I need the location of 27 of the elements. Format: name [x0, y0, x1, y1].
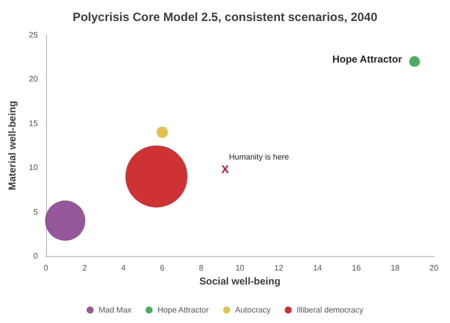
chart-title: Polycrisis Core Model 2.5, consistent scenarios, 2040	[72, 10, 378, 24]
legend-label: Hope Attractor	[158, 306, 209, 314]
y-axis-title: Material well-being	[8, 100, 18, 190]
x-tick-label: 12	[274, 264, 284, 272]
x-tick-label: 0	[44, 264, 49, 272]
annotation: Humanity is here	[228, 152, 290, 162]
y-tick-label: 15	[28, 118, 38, 128]
x-axis-title: Social well-being	[199, 276, 280, 288]
x-tick-label: 18	[390, 264, 400, 272]
y-tick-label: 20	[28, 74, 38, 84]
x-tick-label: 10	[235, 264, 245, 272]
x-tick-label: 8	[198, 264, 204, 272]
x-tick-label: 4	[121, 264, 126, 272]
x-tick-label: 2	[82, 264, 88, 272]
y-tick-label: 10	[28, 163, 38, 172]
x-tick-label: 6	[160, 264, 166, 272]
y-tick-label: 25	[28, 30, 38, 40]
y-tick-label: 5	[33, 207, 38, 216]
legend-label: Autocracy	[235, 306, 271, 314]
x-tick-label: 16	[352, 264, 362, 272]
legend-label: Mad Max	[98, 306, 132, 314]
annotation: X	[221, 164, 230, 176]
annotation: Hope Attractor	[332, 54, 402, 66]
y-tick-label: 0	[33, 252, 38, 260]
x-tick-label: 20	[430, 264, 439, 272]
x-tick-label: 14	[313, 264, 323, 272]
legend-label: Illiberal democracy	[296, 306, 364, 314]
